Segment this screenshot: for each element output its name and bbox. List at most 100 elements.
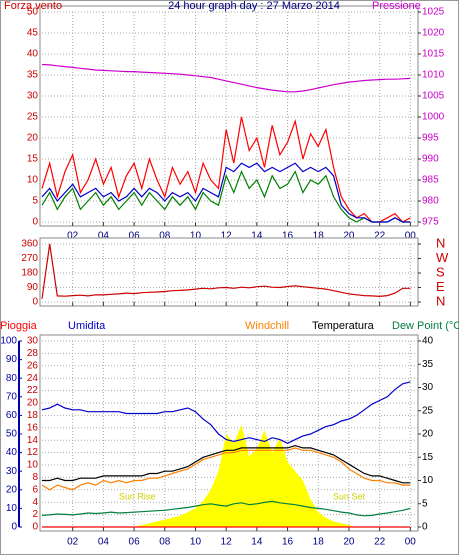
y2-tick-label: 1000 — [422, 112, 445, 123]
x-tick-label: 18 — [313, 537, 325, 548]
series-line — [41, 116, 411, 223]
x-tick-label: 12 — [221, 231, 233, 242]
x-tick-label: 18 — [313, 231, 325, 242]
y-tick-label: 28 — [27, 348, 39, 359]
series-line — [41, 243, 411, 299]
humidity-tick-label: 90 — [6, 354, 18, 365]
series-line — [41, 162, 411, 223]
y-tick-label: 18 — [27, 410, 39, 421]
y2-tick-label: 20 — [422, 429, 434, 440]
humidity-tick-label: 30 — [6, 466, 18, 477]
y2-tick-label: 1025 — [422, 7, 445, 18]
y-tick-label: 180 — [21, 268, 38, 279]
y-tick-label: 15 — [27, 154, 39, 165]
y2-tick-label: 995 — [422, 133, 439, 144]
y-tick-label: 30 — [27, 336, 39, 347]
y-tick-label: 20 — [27, 133, 39, 144]
y-tick-label: 14 — [27, 435, 39, 446]
x-tick-label: 12 — [221, 537, 233, 548]
plot-frame — [39, 237, 419, 307]
y-tick-label: 5 — [32, 196, 38, 207]
series-line — [41, 500, 411, 517]
x-tick-label: 02 — [67, 537, 79, 548]
y-tick-label: 30 — [27, 91, 39, 102]
y-axis-label: Forza vento — [4, 0, 62, 12]
y2-tick-label: W — [436, 250, 449, 265]
y-tick-label: 16 — [27, 422, 39, 433]
y-tick-label: 50 — [27, 7, 39, 18]
plot-frame — [39, 334, 419, 532]
humidity-tick-label: 10 — [6, 503, 18, 514]
y2-tick-label: 30 — [422, 382, 434, 393]
y-tick-label: 24 — [27, 373, 39, 384]
x-tick-label: 00 — [405, 537, 417, 548]
chart-title: 24 hour graph day : 27 Marzo 2014 — [168, 0, 340, 12]
y-tick-label: 35 — [27, 70, 39, 81]
legend-label: Windchill — [245, 320, 289, 332]
legend-label: Pioggia — [0, 320, 38, 332]
y2-tick-label: 10 — [422, 475, 434, 486]
annotation: Sun Rise — [119, 491, 156, 501]
y-tick-label: 25 — [27, 112, 39, 123]
y-tick-label: 270 — [21, 253, 38, 264]
y2-tick-label: 1005 — [422, 91, 445, 102]
x-tick-label: 14 — [251, 231, 263, 242]
y2-tick-label: 1015 — [422, 49, 445, 60]
humidity-tick-label: 20 — [6, 484, 18, 495]
x-tick-label: 22 — [374, 537, 386, 548]
y2-tick-label: 990 — [422, 154, 439, 165]
y-tick-label: 12 — [27, 447, 39, 458]
x-tick-label: 00 — [405, 231, 417, 242]
y2-tick-label: E — [436, 279, 445, 294]
y2-tick-label: 0 — [422, 522, 428, 533]
x-tick-label: 14 — [251, 537, 263, 548]
y-tick-label: 360 — [21, 239, 38, 250]
y2-tick-label: 1010 — [422, 70, 445, 81]
y-tick-label: 2 — [32, 509, 38, 520]
x-tick-label: 16 — [282, 231, 294, 242]
y-tick-label: 8 — [32, 472, 38, 483]
y-tick-label: 40 — [27, 49, 39, 60]
series-line — [41, 447, 411, 491]
y2-tick-label: N — [436, 293, 445, 308]
y2-tick-label: 40 — [422, 336, 434, 347]
humidity-tick-label: 80 — [6, 373, 18, 384]
y-tick-label: 10 — [27, 175, 39, 186]
x-tick-label: 16 — [282, 537, 294, 548]
humidity-tick-label: 50 — [6, 429, 18, 440]
y-tick-label: 0 — [32, 522, 38, 533]
y2-tick-label: S — [436, 264, 445, 279]
series-line — [41, 381, 411, 444]
y-tick-label: 10 — [27, 460, 39, 471]
y-tick-label: 6 — [32, 484, 38, 495]
legend-label: Pressione — [372, 0, 421, 12]
y2-tick-label: 980 — [422, 196, 439, 207]
y2-tick-label: 35 — [422, 359, 434, 370]
humidity-tick-label: 100 — [0, 336, 17, 347]
y2-tick-label: 25 — [422, 405, 434, 416]
series-line — [41, 170, 411, 223]
x-tick-label: 20 — [343, 231, 355, 242]
x-tick-label: 04 — [98, 537, 110, 548]
x-tick-label: 22 — [374, 231, 386, 242]
y2-tick-label: 1020 — [422, 28, 445, 39]
humidity-tick-label: 0 — [11, 522, 17, 533]
x-tick-label: 08 — [159, 537, 171, 548]
x-tick-label: 20 — [343, 537, 355, 548]
series-line — [41, 63, 411, 93]
x-tick-label: 10 — [190, 537, 202, 548]
y-tick-label: 26 — [27, 360, 39, 371]
x-tick-label: 02 — [67, 231, 79, 242]
legend-label: Umidita — [68, 320, 106, 332]
y2-tick-label: 985 — [422, 175, 439, 186]
humidity-tick-label: 60 — [6, 410, 18, 421]
series-line — [42, 444, 411, 484]
y-tick-label: 0 — [32, 217, 38, 228]
legend-label: Temperatura — [312, 320, 375, 332]
solar-area — [42, 424, 411, 527]
x-tick-label: 04 — [98, 231, 110, 242]
humidity-tick-label: 40 — [6, 447, 18, 458]
y2-tick-label: 5 — [422, 498, 428, 509]
x-tick-label: 06 — [129, 537, 141, 548]
